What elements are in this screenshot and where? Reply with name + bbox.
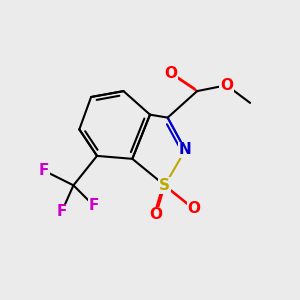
- Text: O: O: [164, 66, 177, 81]
- Text: F: F: [39, 163, 49, 178]
- Text: F: F: [89, 198, 99, 213]
- Text: N: N: [179, 142, 192, 158]
- Text: O: O: [220, 78, 233, 93]
- Text: O: O: [149, 207, 162, 222]
- Text: O: O: [188, 201, 201, 216]
- Text: S: S: [159, 178, 170, 193]
- Text: F: F: [56, 204, 67, 219]
